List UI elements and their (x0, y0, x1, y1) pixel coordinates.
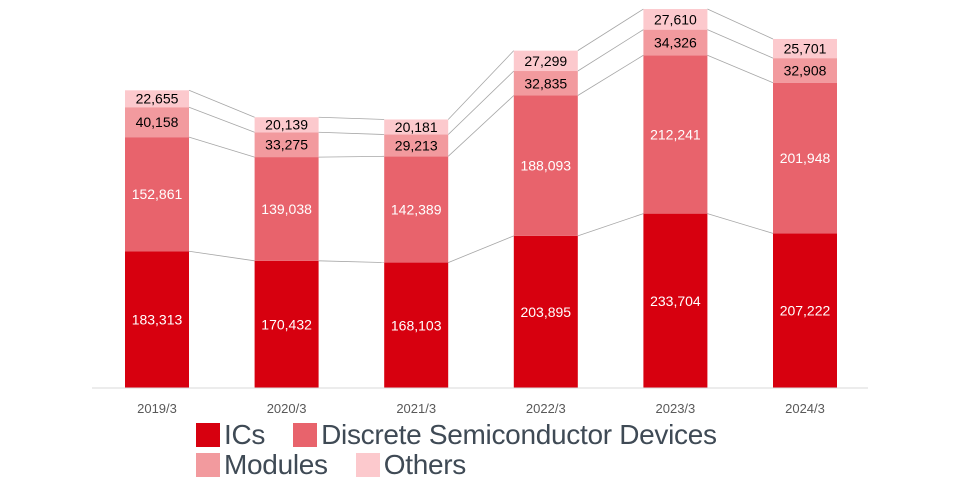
bar-modules-2020-3 (254, 132, 319, 158)
legend-item-modules: Modules (196, 449, 328, 481)
bar-segments (125, 9, 837, 388)
legend-swatch-ics (196, 423, 220, 447)
connector-others-2 (447, 50, 515, 120)
bar-modules-2022-3 (513, 71, 578, 96)
connector-discrete-semiconductor-devices-0 (188, 136, 255, 158)
bar-discrete-semiconductor-devices-2021-3 (384, 156, 449, 263)
bar-ics-2024-3 (773, 233, 837, 388)
legend-item-ics: ICs (196, 419, 265, 451)
bar-others-2022-3 (513, 50, 578, 72)
x-tick-2022-3: 2022/3 (526, 401, 566, 416)
data-label-modules-2023-3: 34,326 (654, 34, 697, 50)
bar-others-2019-3 (125, 90, 189, 108)
data-label-modules-2024-3: 32,908 (784, 62, 827, 78)
data-label-others-2023-3: 27,610 (654, 11, 697, 27)
bar-others-2024-3 (773, 38, 837, 59)
data-label-discrete-semiconductor-devices-2021-3: 142,389 (391, 201, 442, 217)
connector-others-0 (188, 89, 255, 118)
legend-item-others: Others (355, 449, 467, 481)
connector-lines (188, 8, 774, 263)
bar-modules-2023-3 (643, 29, 708, 56)
x-tick-2019-3: 2019/3 (137, 401, 177, 416)
bar-modules-2024-3 (773, 58, 837, 83)
x-tick-labels: 2019/3 2020/3 2021/3 2022/3 2023/3 2024/3 (137, 401, 825, 416)
data-label-others-2021-3: 20,181 (395, 119, 438, 135)
data-label-discrete-semiconductor-devices-2023-3: 212,241 (650, 126, 701, 142)
bar-others-2020-3 (254, 117, 319, 133)
x-tick-2024-3: 2024/3 (785, 401, 825, 416)
data-label-discrete-semiconductor-devices-2020-3: 139,038 (261, 201, 312, 217)
data-label-modules-2019-3: 40,158 (136, 114, 179, 130)
data-label-discrete-semiconductor-devices-2024-3: 201,948 (780, 150, 831, 166)
data-label-modules-2020-3: 33,275 (265, 137, 308, 153)
x-tick-2023-3: 2023/3 (656, 401, 696, 416)
data-label-others-2024-3: 25,701 (784, 41, 827, 57)
data-label-modules-2021-3: 29,213 (395, 137, 438, 153)
data-label-others-2022-3: 27,299 (524, 53, 567, 69)
bar-ics-2022-3 (513, 235, 578, 388)
bar-ics-2020-3 (254, 260, 319, 388)
connector-modules-2 (447, 70, 515, 135)
x-tick-2020-3: 2020/3 (267, 401, 307, 416)
connector-discrete-semiconductor-devices-3 (577, 54, 644, 96)
connector-modules-3 (577, 29, 644, 72)
connector-ics-1 (318, 260, 385, 263)
legend-swatch-discrete (293, 423, 318, 447)
bar-others-2021-3 (384, 119, 449, 135)
connector-discrete-semiconductor-devices-2 (447, 95, 515, 157)
bar-ics-2023-3 (643, 213, 708, 388)
data-label-ics-2019-3: 183,313 (132, 312, 183, 328)
connector-ics-4 (707, 213, 774, 234)
data-label-ics-2020-3: 170,432 (261, 316, 312, 332)
x-tick-2021-3: 2021/3 (396, 401, 436, 416)
bar-discrete-semiconductor-devices-2019-3 (125, 137, 189, 252)
data-label-others-2019-3: 22,655 (136, 91, 179, 107)
legend-label-ics: ICs (224, 419, 266, 450)
data-label-ics-2021-3: 168,103 (391, 317, 442, 333)
legend-label-discrete: Discrete Semiconductor Devices (321, 419, 717, 450)
connector-discrete-semiconductor-devices-1 (318, 155, 385, 158)
data-label-discrete-semiconductor-devices-2022-3: 188,093 (520, 158, 571, 174)
connector-modules-4 (707, 29, 774, 59)
data-label-others-2020-3: 20,139 (265, 117, 308, 133)
connector-others-1 (318, 116, 385, 120)
legend: ICs Discrete Semiconductor Devices Modul… (196, 419, 745, 481)
connector-others-4 (707, 8, 774, 40)
legend-swatch-modules (196, 453, 220, 477)
bar-others-2023-3 (643, 9, 708, 30)
connector-others-3 (577, 8, 644, 51)
data-label-modules-2022-3: 32,835 (524, 75, 567, 91)
legend-swatch-others (355, 453, 380, 477)
bar-discrete-semiconductor-devices-2022-3 (513, 95, 578, 236)
legend-item-discrete: Discrete Semiconductor Devices (293, 419, 717, 451)
data-label-ics-2023-3: 233,704 (650, 293, 701, 309)
connector-ics-2 (448, 235, 514, 263)
bar-modules-2019-3 (125, 107, 189, 138)
bar-ics-2021-3 (384, 262, 449, 388)
bar-discrete-semiconductor-devices-2023-3 (643, 55, 708, 214)
data-label-ics-2022-3: 203,895 (520, 304, 571, 320)
connector-modules-0 (188, 106, 255, 133)
connector-discrete-semiconductor-devices-4 (707, 54, 774, 84)
connector-modules-1 (318, 131, 385, 135)
stacked-bar-chart: 183,313 152,861 40,158 22,655 170,432 139,038… (92, 8, 868, 416)
connector-ics-0 (188, 250, 255, 262)
bar-discrete-semiconductor-devices-2020-3 (254, 157, 319, 261)
data-label-discrete-semiconductor-devices-2019-3: 152,861 (132, 186, 183, 202)
bar-modules-2021-3 (384, 134, 449, 157)
data-label-ics-2024-3: 207,222 (780, 303, 831, 319)
legend-label-others: Others (383, 449, 467, 480)
value-labels: 183,313 152,861 40,158 22,655 170,432 139,038… (132, 11, 831, 333)
bar-ics-2019-3 (125, 251, 189, 388)
connector-ics-3 (577, 213, 644, 237)
bar-discrete-semiconductor-devices-2024-3 (773, 82, 837, 234)
legend-label-modules: Modules (224, 449, 328, 480)
